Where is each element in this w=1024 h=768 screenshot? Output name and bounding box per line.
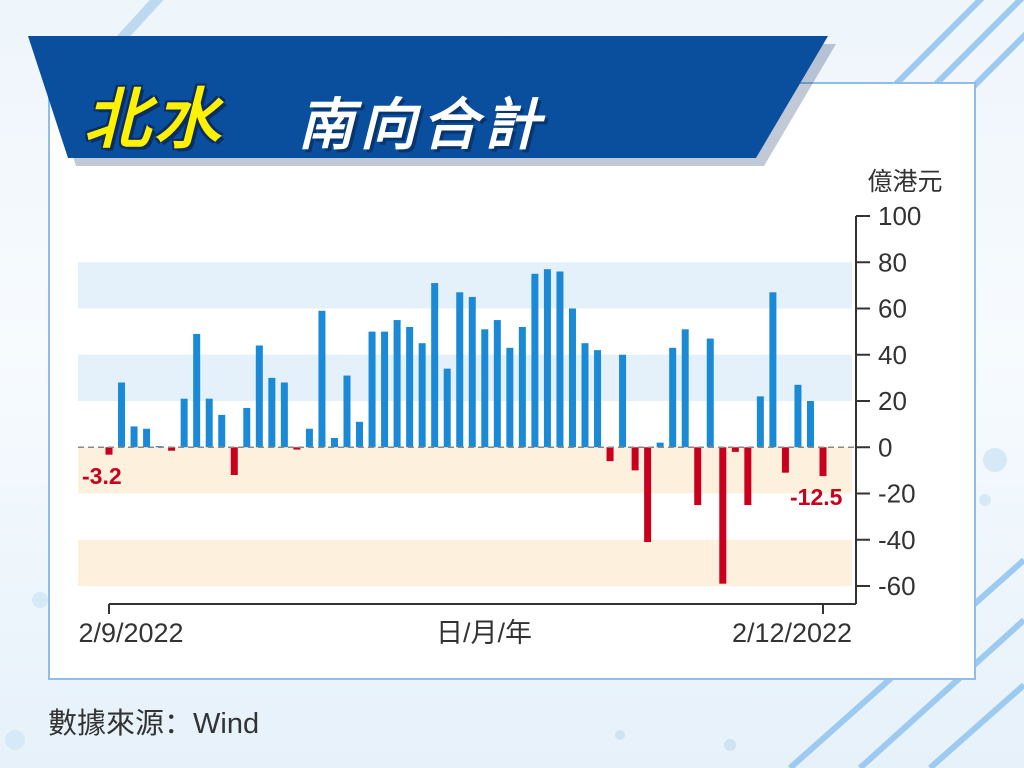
bar xyxy=(781,447,789,473)
y-ticks: 100 80 60 40 20 0 -20 -40 -60 xyxy=(856,201,921,601)
bar xyxy=(719,447,727,584)
grid-band xyxy=(78,262,852,309)
bar xyxy=(706,338,714,448)
bar xyxy=(406,327,414,448)
y-tick-label: 40 xyxy=(878,340,907,370)
bar xyxy=(393,320,401,448)
grid-band xyxy=(78,354,852,401)
bar xyxy=(330,438,338,448)
bar xyxy=(694,447,702,506)
bar xyxy=(293,447,301,450)
grid-band xyxy=(78,539,852,586)
bar xyxy=(130,426,138,448)
bar xyxy=(468,296,476,448)
x-end-label: 2/12/2022 xyxy=(732,618,852,648)
title-main: 南向合計 xyxy=(298,93,546,156)
bar xyxy=(105,447,113,455)
bar xyxy=(619,354,627,448)
y-tick-label: 80 xyxy=(878,247,907,277)
bar xyxy=(318,310,326,448)
bar xyxy=(656,442,664,448)
data-source: 數據來源：Wind xyxy=(48,708,260,740)
bar xyxy=(205,398,213,448)
bar xyxy=(731,447,739,452)
bar xyxy=(268,377,276,448)
bar xyxy=(543,269,551,448)
bar xyxy=(631,447,639,471)
bar xyxy=(305,428,313,448)
bar xyxy=(493,320,501,448)
y-tick-label: 100 xyxy=(878,201,921,231)
y-axis-unit: 億港元 xyxy=(867,168,942,196)
bar xyxy=(681,329,689,448)
bar xyxy=(218,414,226,448)
y-tick-label: -20 xyxy=(878,479,916,509)
first-value-label: -3.2 xyxy=(82,463,122,489)
bar xyxy=(381,331,389,448)
bar xyxy=(644,447,652,543)
bar xyxy=(518,327,526,448)
bar xyxy=(506,347,514,448)
bar xyxy=(180,398,188,448)
bar xyxy=(168,447,176,451)
title-banner xyxy=(28,36,828,158)
bar xyxy=(581,343,589,448)
bar xyxy=(806,401,814,448)
bar xyxy=(368,331,376,448)
bar xyxy=(193,333,201,448)
bar xyxy=(556,271,564,448)
bar xyxy=(669,347,677,448)
bar xyxy=(230,447,238,475)
last-value-label: -12.5 xyxy=(790,484,843,510)
title-highlight: 北水 xyxy=(84,82,224,156)
bar xyxy=(756,396,764,448)
bar xyxy=(356,421,364,448)
bar xyxy=(568,308,576,448)
bar xyxy=(343,375,351,448)
bar xyxy=(606,447,614,462)
bars xyxy=(105,269,827,584)
bar xyxy=(255,345,263,448)
bar xyxy=(794,384,802,448)
bar xyxy=(418,343,426,448)
bar xyxy=(481,329,489,448)
y-tick-label: -60 xyxy=(878,571,916,601)
bar xyxy=(443,368,451,448)
x-axis-label: 日/月/年 xyxy=(436,618,532,648)
y-tick-label: 0 xyxy=(878,432,892,462)
bar xyxy=(143,428,151,448)
bar xyxy=(118,382,126,448)
bar xyxy=(456,292,464,448)
y-tick-label: 60 xyxy=(878,294,907,324)
bar xyxy=(243,407,251,448)
y-tick-label: 20 xyxy=(878,386,907,416)
bar xyxy=(744,447,752,506)
bar xyxy=(769,292,777,448)
grid-band xyxy=(78,447,852,494)
bar xyxy=(280,382,288,448)
y-tick-label: -40 xyxy=(878,525,916,555)
bar xyxy=(819,447,827,477)
bar xyxy=(531,273,539,448)
bar xyxy=(431,283,439,448)
x-start-label: 2/9/2022 xyxy=(78,618,183,648)
bar xyxy=(594,350,602,448)
